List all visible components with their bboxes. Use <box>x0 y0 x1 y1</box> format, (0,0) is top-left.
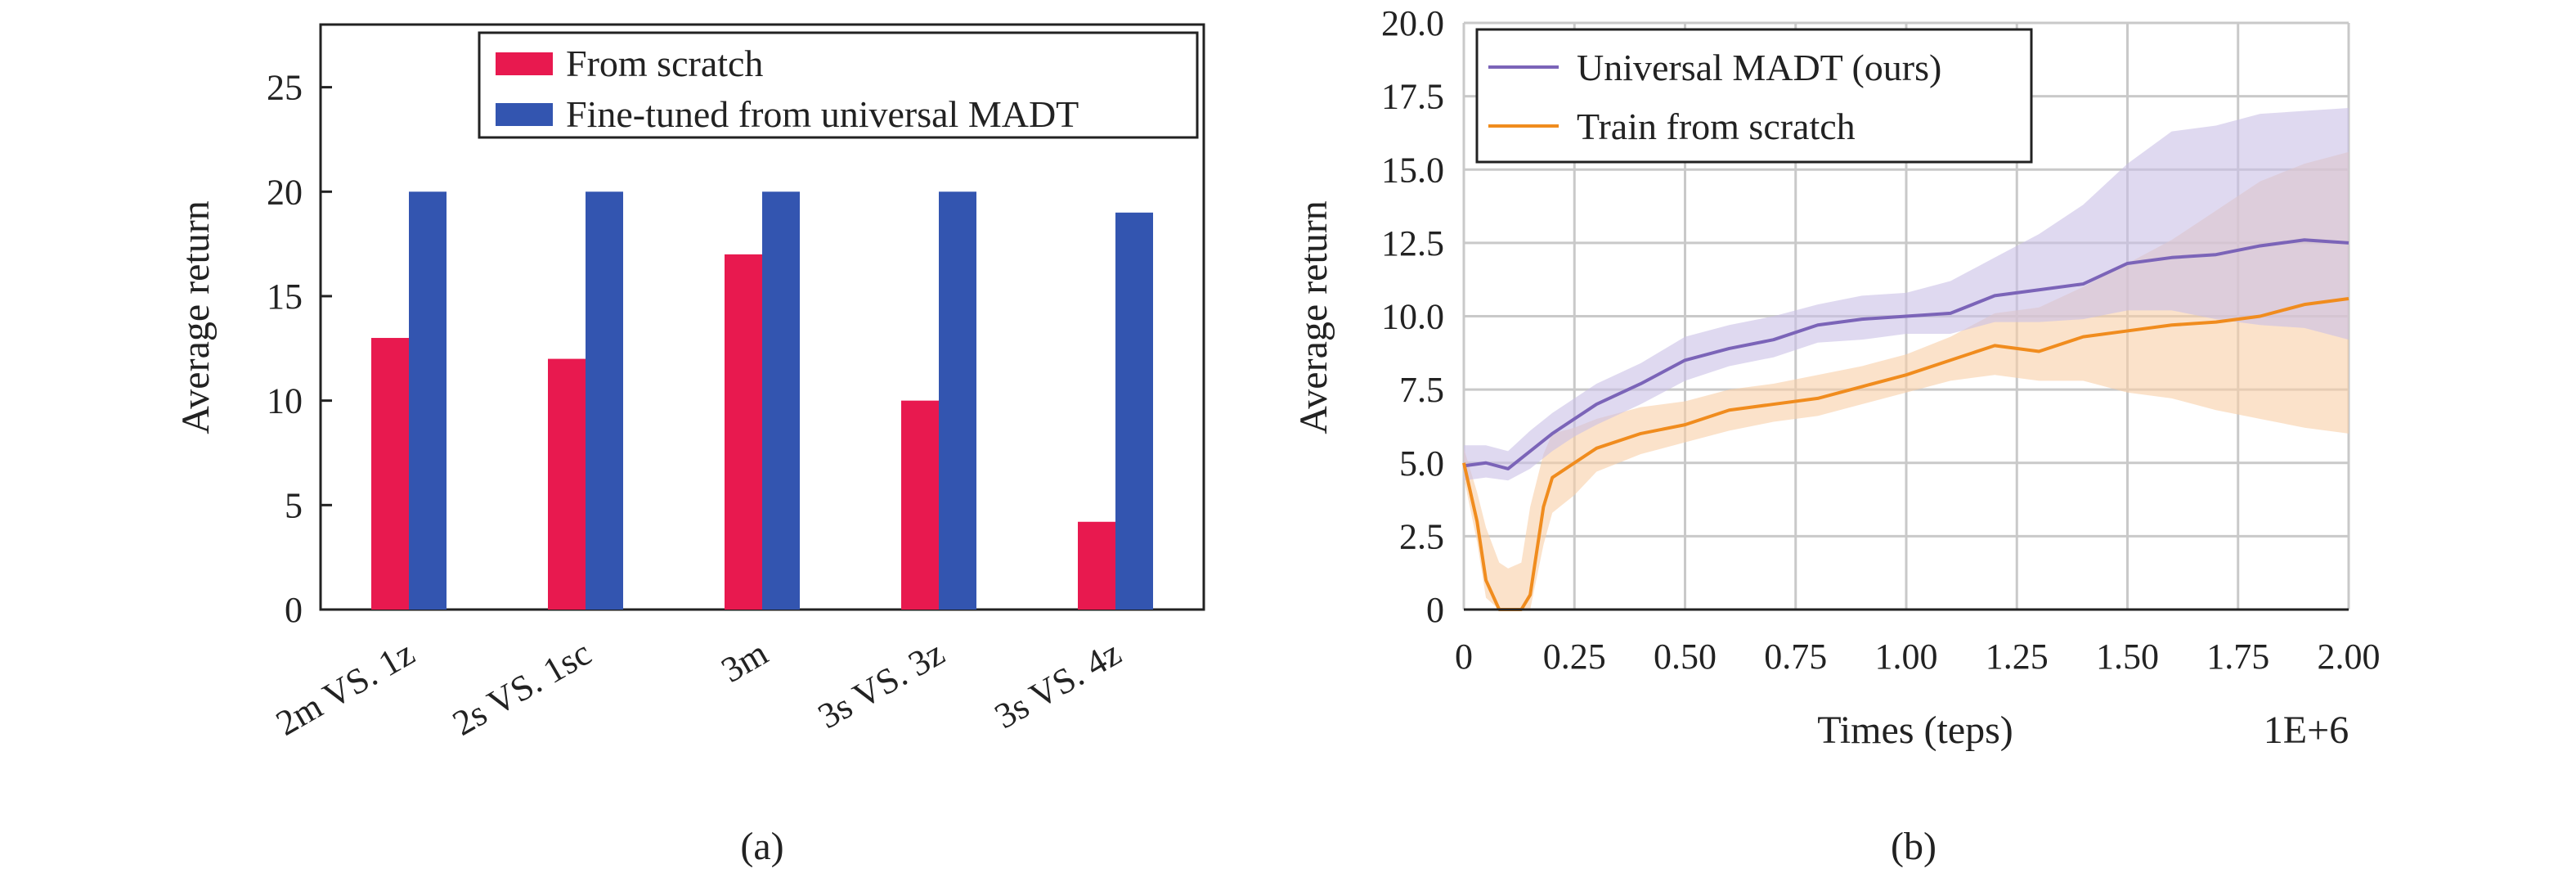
bar-from-scratch <box>371 338 409 610</box>
x-axis-multiplier: 1E+6 <box>2264 709 2349 752</box>
panel-label-a: (a) <box>740 825 783 868</box>
bar-fine-tuned <box>762 191 800 610</box>
x-tick-label: 1.50 <box>2096 637 2159 677</box>
bar-fine-tuned <box>586 191 623 610</box>
x-tick-label: 3m <box>715 632 774 691</box>
y-tick-label: 17.5 <box>1381 77 1444 117</box>
x-tick-label: 0 <box>1455 637 1473 677</box>
panel-label-b: (b) <box>1891 825 1936 868</box>
y-tick-label: 0 <box>1426 590 1444 630</box>
bar-from-scratch <box>548 358 586 610</box>
bar-from-scratch <box>725 254 762 610</box>
y-tick-label: 25 <box>267 68 303 108</box>
x-tick-label: 1.25 <box>1986 637 2049 677</box>
legend: From scratch Fine-tuned from universal MA… <box>478 31 1199 139</box>
x-tick-label: 0.25 <box>1543 637 1606 677</box>
legend-entry: Universal MADT (ours) <box>1577 47 1941 88</box>
y-tick-label: 2.5 <box>1399 516 1444 556</box>
legend: Universal MADT (ours) Train from scratch <box>1475 28 2033 164</box>
legend-entry: Train from scratch <box>1577 106 1856 147</box>
y-axis-label: Average return <box>174 200 218 434</box>
y-tick-label: 0 <box>285 590 303 630</box>
y-tick-label: 15.0 <box>1381 150 1444 190</box>
x-tick-label: 0.75 <box>1764 637 1827 677</box>
y-tick-label: 20.0 <box>1381 3 1444 43</box>
bar-fine-tuned <box>1115 212 1153 610</box>
line-chart-panel: 0 0.25 0.50 0.75 1.00 1.25 1.50 1.75 2.00 0 2.5 5.0… <box>1292 3 2381 868</box>
y-tick-label: 7.5 <box>1399 370 1444 410</box>
legend-entry: Fine-tuned from universal MADT <box>566 93 1079 135</box>
bar-fine-tuned <box>409 191 447 610</box>
series-line-0 <box>1463 238 2349 470</box>
legend-box <box>1475 28 2033 164</box>
x-tick-label: 0.50 <box>1654 637 1717 677</box>
bar-from-scratch <box>1078 521 1115 610</box>
legend-entry: From scratch <box>566 43 763 84</box>
bar-fine-tuned <box>939 191 976 610</box>
y-tick-label: 20 <box>267 172 303 212</box>
x-tick-label: 3s VS. 3z <box>811 632 951 736</box>
y-tick-label: 5 <box>285 485 303 525</box>
y-axis-label: Average return <box>1292 200 1335 434</box>
y-tick-label: 10 <box>267 381 303 421</box>
bar-from-scratch <box>901 400 939 610</box>
x-axis-label: Times (teps) <box>1817 709 2013 752</box>
x-tick-label: 1.75 <box>2206 637 2269 677</box>
y-tick-label: 5.0 <box>1399 443 1444 484</box>
y-tick-label: 12.5 <box>1381 223 1444 263</box>
x-tick-label: 2m VS. 1z <box>269 632 421 744</box>
bar-chart-panel: 0 5 10 15 20 25 Average return 2m VS. 1z 2s VS. … <box>174 23 1205 868</box>
x-tick-label: 2s VS. 1sc <box>446 632 598 744</box>
x-tick-label: 2.00 <box>2318 637 2381 677</box>
legend-swatch <box>496 103 553 126</box>
x-tick-label: 1.00 <box>1875 637 1938 677</box>
confidence-band-0 <box>1464 107 2349 481</box>
y-tick-label: 10.0 <box>1381 297 1444 337</box>
x-tick-label: 3s VS. 4z <box>988 632 1128 736</box>
legend-box <box>478 31 1199 139</box>
legend-swatch <box>496 52 553 75</box>
y-tick-label: 15 <box>267 277 303 317</box>
